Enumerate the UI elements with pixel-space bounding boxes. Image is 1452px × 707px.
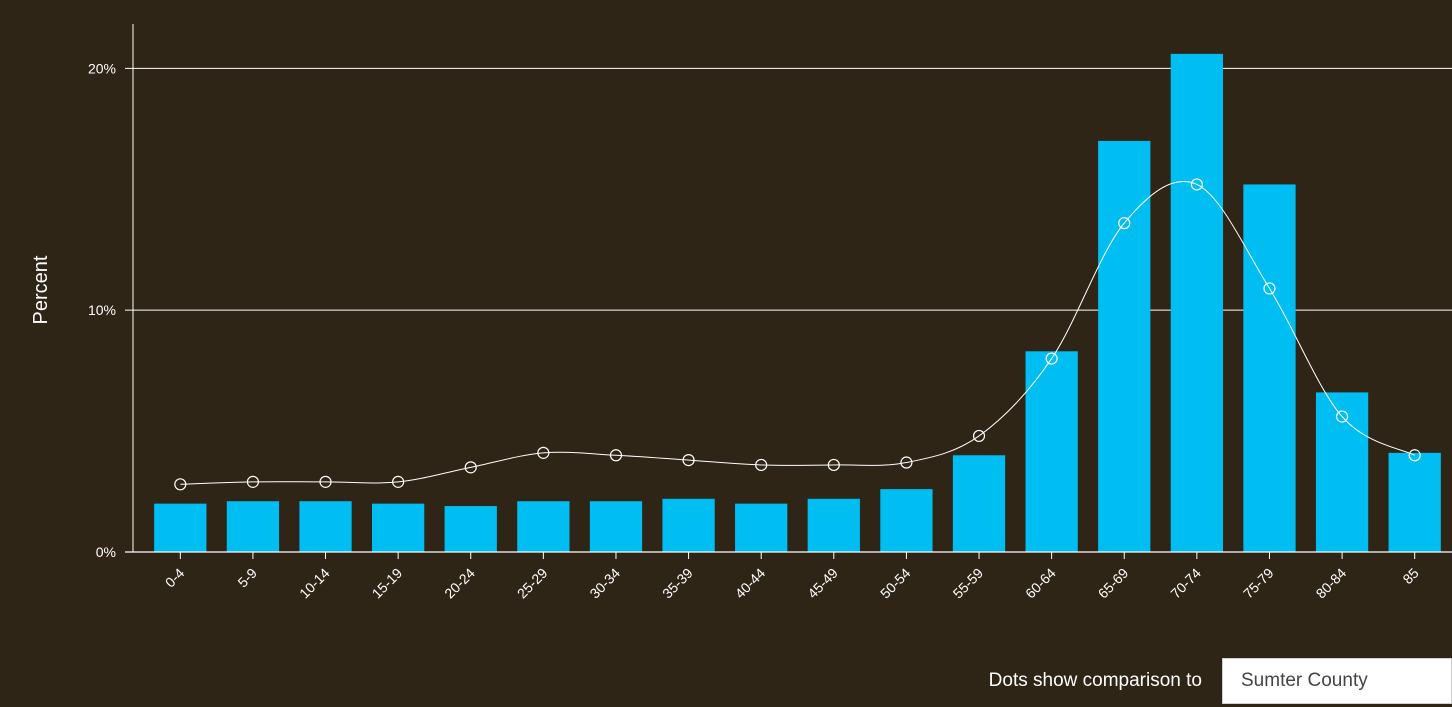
bar-45-49[interactable] bbox=[807, 498, 860, 552]
comparison-dot-80-84[interactable] bbox=[1335, 410, 1349, 423]
x-tick-label: 80-84 bbox=[1313, 565, 1350, 602]
x-tick-label: 45-49 bbox=[804, 565, 841, 602]
bar-0-4[interactable] bbox=[154, 503, 207, 552]
comparison-dot-45-49[interactable] bbox=[827, 458, 840, 472]
x-tick-label: 40-44 bbox=[732, 565, 769, 602]
bar-55-59[interactable] bbox=[952, 455, 1006, 552]
bar-10-14[interactable] bbox=[299, 501, 352, 552]
comparison-select[interactable]: Sumter County bbox=[1222, 658, 1452, 704]
comparison-line-series bbox=[174, 178, 1421, 491]
y-tick-label: 0% bbox=[96, 544, 116, 560]
comparison-label: Dots show comparison to bbox=[988, 670, 1202, 691]
comparison-control: Dots show comparison to Sumter County bbox=[989, 657, 1452, 705]
comparison-dot-20-24[interactable] bbox=[464, 461, 477, 474]
comparison-dot-0-4[interactable] bbox=[174, 478, 187, 491]
comparison-dot-15-19[interactable] bbox=[392, 475, 405, 488]
comparison-dot-70-74[interactable] bbox=[1190, 178, 1203, 191]
x-tick-label: 75-79 bbox=[1240, 565, 1277, 602]
comparison-dot-60-64[interactable] bbox=[1045, 352, 1058, 365]
x-tick-label: 65-69 bbox=[1095, 565, 1132, 602]
bar-35-39[interactable] bbox=[662, 498, 715, 552]
bar-70-74[interactable] bbox=[1170, 53, 1224, 552]
x-tick-label: 50-54 bbox=[877, 565, 914, 602]
comparison-dot-40-44[interactable] bbox=[755, 458, 768, 472]
x-tick-label: 0-4 bbox=[162, 565, 188, 591]
bar-50-54[interactable] bbox=[880, 489, 933, 552]
bar-5-9[interactable] bbox=[226, 501, 280, 552]
x-tick-label: 60-64 bbox=[1022, 565, 1059, 602]
comparison-dot-25-29[interactable] bbox=[537, 446, 550, 459]
x-tick-label: 55-59 bbox=[950, 565, 987, 602]
bar-30-34[interactable] bbox=[589, 501, 643, 552]
bar-25-29[interactable] bbox=[517, 501, 570, 552]
comparison-dot-50-54[interactable] bbox=[900, 456, 913, 469]
x-tick-label: 35-39 bbox=[659, 565, 696, 602]
bar-series bbox=[154, 53, 1441, 552]
bar-75-79[interactable] bbox=[1243, 184, 1296, 552]
x-tick-label: 20-24 bbox=[441, 565, 478, 602]
comparison-dot-85[interactable] bbox=[1408, 449, 1421, 462]
comparison-dot-5-9[interactable] bbox=[246, 475, 260, 488]
y-axis-title: Percent bbox=[30, 255, 52, 324]
y-tick-label: 10% bbox=[88, 302, 116, 318]
comparison-line bbox=[180, 180, 1415, 485]
x-tick-label: 85 bbox=[1399, 565, 1421, 587]
comparison-dot-75-79[interactable] bbox=[1263, 282, 1276, 295]
y-tick-label: 20% bbox=[88, 60, 116, 76]
bar-80-84[interactable] bbox=[1315, 392, 1369, 552]
x-tick-label: 5-9 bbox=[234, 565, 260, 591]
bar-40-44[interactable] bbox=[735, 503, 788, 552]
grid-lines bbox=[125, 67, 1452, 311]
comparison-dot-35-39[interactable] bbox=[682, 454, 695, 467]
x-tick-label: 15-19 bbox=[369, 565, 406, 602]
bar-65-69[interactable] bbox=[1098, 140, 1151, 552]
x-tick-label: 25-29 bbox=[514, 565, 551, 602]
x-tick-label: 30-34 bbox=[586, 565, 623, 602]
bar-60-64[interactable] bbox=[1025, 351, 1078, 552]
comparison-dot-30-34[interactable] bbox=[609, 449, 623, 462]
x-tick-label: 10-14 bbox=[296, 565, 333, 602]
age-distribution-chart: 0% 10% 20% 0-4 5-9 10-14 15-19 20-24 25-29 30-34 3… bbox=[30, 24, 1452, 602]
comparison-dot-55-59[interactable] bbox=[972, 429, 986, 443]
bar-85[interactable] bbox=[1388, 452, 1441, 552]
comparison-dot-65-69[interactable] bbox=[1118, 217, 1131, 230]
x-tick-label: 70-74 bbox=[1167, 565, 1204, 602]
comparison-dot-10-14[interactable] bbox=[319, 475, 332, 488]
bar-20-24[interactable] bbox=[444, 506, 497, 552]
bar-15-19[interactable] bbox=[371, 503, 425, 552]
